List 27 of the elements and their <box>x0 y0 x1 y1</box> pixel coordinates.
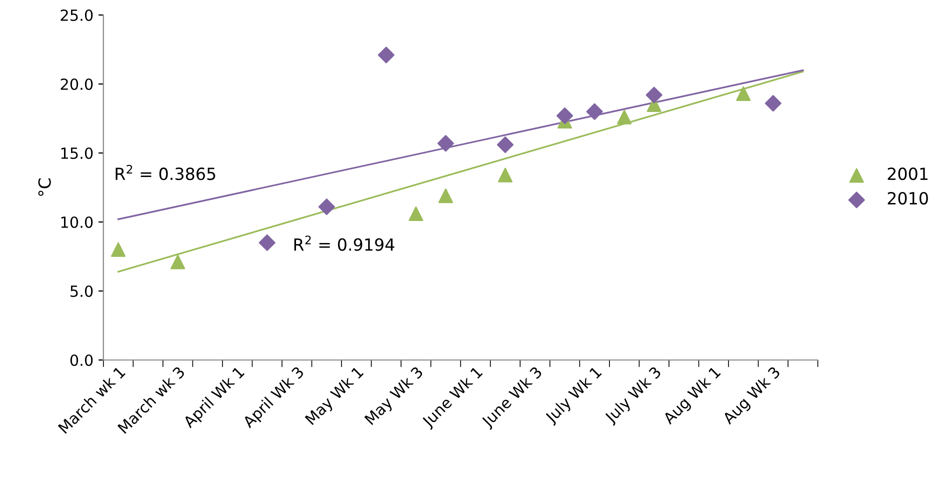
point <box>258 234 276 251</box>
annotation: R$^{2}$ = 0.3865 <box>116 164 216 180</box>
point <box>170 254 186 270</box>
annotation: R$^{2}$ = 0.9194 <box>294 236 394 251</box>
point <box>438 188 453 204</box>
legend-label: 2001 <box>888 167 928 180</box>
y-tick-label: 15.0 <box>61 147 93 160</box>
point <box>437 135 454 152</box>
point <box>556 107 574 124</box>
y-tick-label: 5.0 <box>70 285 93 298</box>
y-tick-label: 0.0 <box>70 354 93 366</box>
y-tick-label: 25.0 <box>60 9 93 22</box>
point <box>318 198 335 216</box>
y-axis-title: °C <box>38 178 51 196</box>
point <box>764 95 782 112</box>
point <box>408 206 424 222</box>
point <box>111 242 126 257</box>
point <box>736 86 751 101</box>
y-tick-label: 20.0 <box>60 78 93 90</box>
point <box>646 86 662 104</box>
point <box>586 103 603 120</box>
point <box>378 46 394 64</box>
point <box>617 110 632 124</box>
legend-label: 2010 <box>888 192 928 205</box>
y-tick-label: 10.0 <box>61 216 93 228</box>
point <box>498 168 513 182</box>
point <box>496 136 514 154</box>
